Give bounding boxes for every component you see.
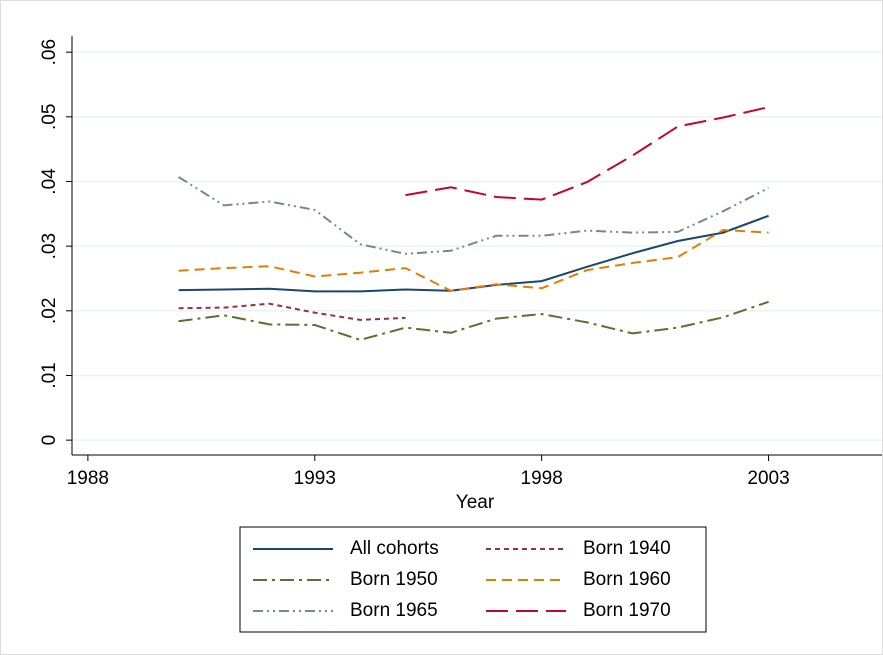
series-line xyxy=(178,176,770,255)
x-tick-label: 1998 xyxy=(521,468,563,489)
legend-label: Born 1950 xyxy=(350,569,438,590)
x-tick-label: 2003 xyxy=(747,468,789,489)
y-tick-label: .04 xyxy=(39,168,60,195)
y-tick-label: .06 xyxy=(39,39,60,65)
legend-label: Born 1965 xyxy=(350,600,438,621)
y-tick-label: .05 xyxy=(39,104,60,130)
legend-label: All cohorts xyxy=(350,538,439,559)
series-line xyxy=(178,302,406,321)
series-line xyxy=(178,228,769,292)
legend-label: Born 1960 xyxy=(583,569,671,590)
x-tick-label: 1988 xyxy=(67,468,109,489)
y-tick-label: .01 xyxy=(39,362,60,388)
y-tick-label: .02 xyxy=(39,298,60,324)
legend-label: Born 1970 xyxy=(583,600,671,621)
x-axis-label: Year xyxy=(456,492,495,513)
series-line xyxy=(178,214,769,293)
series-line xyxy=(178,300,769,341)
x-tick-label: 1993 xyxy=(294,468,336,489)
y-tick-label: .03 xyxy=(39,233,60,259)
legend-label: Born 1940 xyxy=(583,538,671,559)
y-tick-label: 0 xyxy=(39,435,60,446)
series-line xyxy=(405,106,769,201)
